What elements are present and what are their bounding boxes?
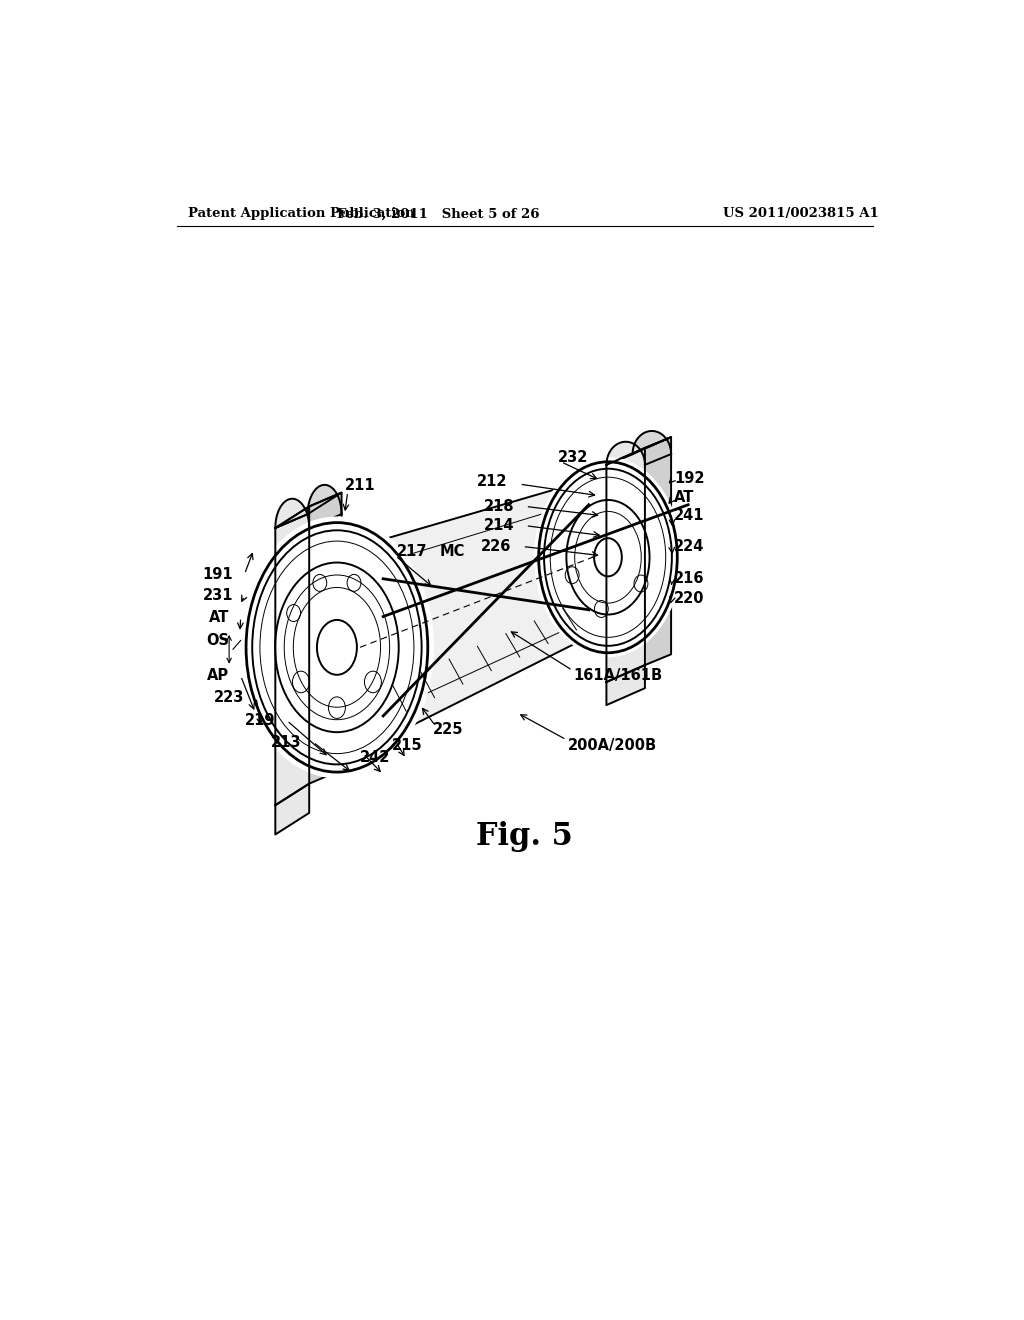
Polygon shape (606, 665, 645, 705)
Ellipse shape (535, 457, 682, 657)
Polygon shape (606, 447, 645, 682)
Text: OS: OS (206, 632, 229, 648)
Text: Patent Application Publication: Patent Application Publication (188, 207, 415, 220)
Text: 232: 232 (558, 450, 588, 465)
Text: 218: 218 (483, 499, 514, 513)
Text: 214: 214 (483, 519, 514, 533)
Text: US 2011/0023815 A1: US 2011/0023815 A1 (723, 207, 879, 220)
Polygon shape (633, 432, 671, 454)
Ellipse shape (240, 516, 434, 779)
Text: 224: 224 (674, 539, 705, 554)
Text: 192: 192 (674, 471, 705, 486)
Polygon shape (275, 507, 309, 805)
Text: 161A/161B: 161A/161B (573, 668, 663, 684)
Text: 225: 225 (432, 722, 463, 738)
Polygon shape (307, 484, 342, 515)
Polygon shape (606, 442, 645, 465)
Text: MC: MC (440, 544, 466, 558)
Text: 212: 212 (477, 474, 508, 490)
Text: AT: AT (209, 610, 229, 624)
Text: 219: 219 (245, 713, 275, 729)
Text: 241: 241 (674, 508, 705, 523)
Text: 215: 215 (392, 738, 423, 752)
Text: 211: 211 (345, 478, 375, 494)
Text: 213: 213 (271, 734, 301, 750)
Polygon shape (275, 784, 309, 834)
Polygon shape (606, 437, 671, 465)
Text: 217: 217 (397, 544, 427, 558)
Text: 231: 231 (203, 589, 233, 603)
Text: AT: AT (674, 490, 694, 504)
Text: AP: AP (207, 668, 229, 684)
Text: 200A/200B: 200A/200B (568, 738, 657, 752)
Polygon shape (275, 492, 342, 528)
Text: 242: 242 (360, 750, 390, 766)
Polygon shape (364, 479, 591, 750)
Polygon shape (275, 499, 309, 528)
Text: 220: 220 (674, 591, 705, 606)
Polygon shape (309, 492, 342, 784)
Text: 216: 216 (674, 572, 705, 586)
Polygon shape (645, 437, 671, 665)
Text: Fig. 5: Fig. 5 (476, 821, 573, 851)
Text: Feb. 3, 2011   Sheet 5 of 26: Feb. 3, 2011 Sheet 5 of 26 (337, 207, 540, 220)
Text: 226: 226 (480, 539, 511, 554)
Text: 223: 223 (214, 690, 245, 705)
Text: 191: 191 (203, 566, 233, 582)
